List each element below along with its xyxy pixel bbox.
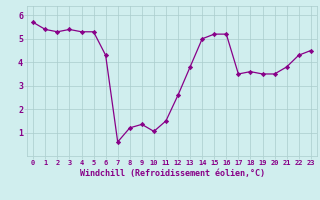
X-axis label: Windchill (Refroidissement éolien,°C): Windchill (Refroidissement éolien,°C) (79, 169, 265, 178)
